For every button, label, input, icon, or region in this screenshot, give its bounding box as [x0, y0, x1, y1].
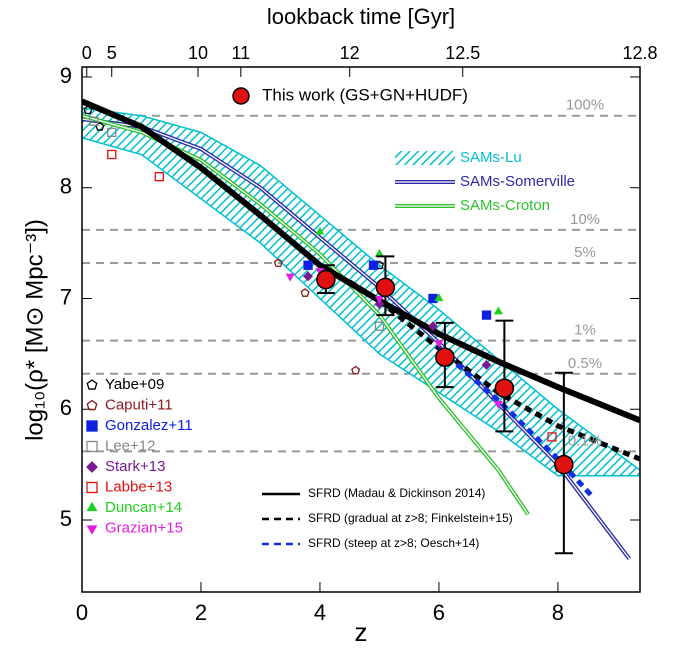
- x-tick-label: 2: [195, 600, 207, 625]
- data-point: [285, 273, 295, 282]
- legend-label: Caputi+11: [105, 396, 173, 413]
- sam-line-core: [82, 118, 630, 560]
- plot-frame: [81, 66, 641, 593]
- y-tick-label: 5: [60, 506, 72, 531]
- legend-label: SAMs-Lu: [460, 149, 522, 166]
- legend-marker: [232, 87, 250, 105]
- top-tick-label: 11: [231, 43, 250, 63]
- x-tick-label: 0: [76, 600, 88, 625]
- data-point: [434, 340, 444, 349]
- legend-label: SFRD (gradual at z>8; Finkelstein+15): [308, 511, 513, 525]
- y-axis-label: log₁₀(ρ* [M⊙ Mpc⁻³]): [21, 219, 48, 441]
- legend-label: Gonzalez+11: [105, 417, 193, 434]
- top-tick-label: 5: [107, 43, 117, 63]
- data-point: [481, 360, 492, 370]
- y-tick-label: 8: [60, 174, 72, 199]
- data-point: [374, 321, 385, 331]
- sfrd-line: [437, 346, 596, 500]
- y-tick-label: 7: [60, 284, 72, 309]
- legend-label: SFRD (Madau & Dickinson 2014): [308, 486, 485, 500]
- legend-marker: [86, 399, 98, 411]
- data-point: [493, 306, 504, 315]
- top-axis-label: lookback time [Gyr]: [267, 4, 455, 29]
- reference-label: 1%: [574, 322, 596, 339]
- legend-label: SAMs-Somerville: [460, 173, 575, 190]
- legend-marker: [86, 461, 98, 473]
- top-tick-label: 12.5: [445, 43, 480, 63]
- legend-label: Labbe+13: [105, 478, 172, 495]
- top-tick-label: 12: [340, 43, 360, 63]
- data-point: [493, 401, 504, 410]
- y-tick-label: 6: [60, 395, 72, 420]
- data-point: [83, 105, 93, 115]
- data-point: [428, 321, 438, 332]
- legend-label: Yabe+09: [105, 376, 164, 393]
- top-tick-label: 0: [82, 43, 92, 63]
- legend-marker: [86, 501, 98, 512]
- this-work-point: [554, 454, 574, 475]
- legend-marker: [86, 440, 98, 453]
- legend-marker: [86, 420, 98, 432]
- reference-label: 0.1%: [568, 432, 602, 449]
- top-tick-label: 12.8: [622, 43, 657, 63]
- data-point: [300, 288, 310, 297]
- this-work-point: [494, 378, 515, 398]
- x-tick-label: 8: [552, 600, 564, 625]
- data-point: [154, 172, 164, 182]
- data-point: [351, 365, 361, 375]
- data-point: [89, 116, 99, 126]
- legend-marker: [86, 379, 98, 390]
- top-tick-label: 10: [188, 43, 208, 63]
- data-point: [374, 248, 385, 257]
- this-work-point: [316, 269, 336, 290]
- data-point: [368, 260, 379, 270]
- legend-label: Duncan+14: [105, 499, 182, 516]
- x-axis-label: z: [355, 617, 368, 647]
- this-work-point: [435, 347, 455, 367]
- data-point: [547, 432, 557, 442]
- data-point: [303, 260, 313, 270]
- data-point: [107, 127, 117, 137]
- data-point: [107, 149, 117, 160]
- x-tick-label: 6: [433, 600, 445, 625]
- legend-label: SAMs-Croton: [460, 197, 550, 214]
- legend-label: SFRD (steep at z>8; Oesch+14): [308, 536, 479, 550]
- data-point: [374, 295, 385, 304]
- data-point: [273, 258, 283, 267]
- data-point: [434, 293, 444, 302]
- reference-label: 10%: [570, 211, 600, 228]
- data-point: [315, 226, 325, 235]
- legend-label: Lee+12: [105, 437, 155, 454]
- x-tick-label: 4: [314, 600, 326, 625]
- sfrd-line: [348, 279, 640, 462]
- legend-swatch: [395, 151, 455, 165]
- data-point: [428, 293, 438, 304]
- this-work-point: [375, 277, 396, 298]
- legend-marker: [86, 481, 98, 494]
- y-tick-label: 9: [60, 63, 72, 88]
- legend-marker: [86, 525, 98, 535]
- reference-label: 0.5%: [568, 355, 602, 372]
- reference-label: 100%: [566, 97, 604, 114]
- data-point: [374, 299, 385, 309]
- legend-label: Grazian+15: [105, 519, 183, 536]
- legend-label: This work (GS+GN+HUDF): [262, 85, 468, 104]
- data-point: [303, 271, 313, 282]
- reference-label: 5%: [574, 244, 596, 261]
- data-point: [481, 310, 492, 320]
- legend-label: Stark+13: [105, 458, 165, 475]
